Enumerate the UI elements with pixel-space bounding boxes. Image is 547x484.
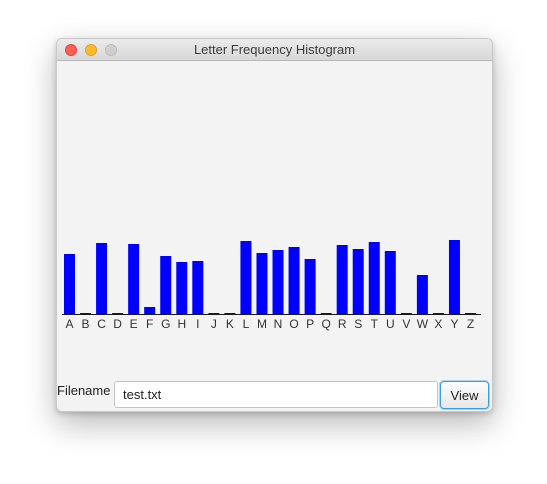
bar-e [128, 244, 140, 314]
x-tick-label-z: Z [467, 317, 474, 331]
x-tick-label-m: M [257, 317, 267, 331]
x-tick-label-b: B [82, 317, 90, 331]
bar-u [384, 251, 396, 314]
window-title: Letter Frequency Histogram [193, 42, 356, 57]
x-tick-label-u: U [386, 317, 395, 331]
x-tick-label-y: Y [450, 317, 458, 331]
x-tick-label-a: A [65, 317, 73, 331]
filename-label: Filename [57, 383, 111, 398]
x-tick-label-x: X [434, 317, 442, 331]
bar-l [240, 241, 252, 314]
bar-a [64, 254, 75, 314]
x-tick-label-l: L [243, 317, 250, 331]
bar-o [288, 247, 300, 314]
x-tick-label-q: Q [321, 317, 330, 331]
bar-f [144, 307, 156, 314]
x-tick-label-h: H [177, 317, 186, 331]
bar-v [400, 313, 412, 314]
bar-n [272, 250, 284, 314]
x-tick-label-s: S [354, 317, 362, 331]
x-tick-label-r: R [338, 317, 347, 331]
zoom-window-button[interactable] [105, 44, 117, 56]
bar-s [352, 249, 364, 314]
x-tick-label-g: G [161, 317, 170, 331]
bar-y [448, 240, 460, 314]
bar-t [368, 242, 380, 314]
x-tick-label-p: P [306, 317, 314, 331]
x-tick-label-j: J [211, 317, 217, 331]
x-tick-label-f: F [146, 317, 153, 331]
bar-b [80, 313, 92, 314]
view-button[interactable]: View [440, 381, 489, 409]
bar-q [320, 313, 332, 314]
x-tick-label-i: I [196, 317, 199, 331]
filename-input[interactable] [114, 381, 438, 408]
bar-p [304, 259, 316, 314]
bar-w [416, 275, 428, 314]
bar-c [96, 243, 108, 314]
x-tick-label-w: W [417, 317, 429, 331]
bar-h [176, 262, 188, 314]
bar-j [208, 313, 220, 314]
close-window-button[interactable] [65, 44, 77, 56]
bar-i [192, 261, 204, 314]
x-tick-label-t: T [371, 317, 379, 331]
bar-d [112, 313, 124, 314]
x-tick-label-o: O [289, 317, 298, 331]
bar-m [256, 253, 268, 314]
title-bar: Letter Frequency Histogram [57, 39, 492, 61]
x-tick-label-d: D [113, 317, 122, 331]
x-tick-label-v: V [402, 317, 410, 331]
x-tick-label-k: K [226, 317, 234, 331]
x-tick-label-n: N [274, 317, 283, 331]
bar-k [224, 313, 236, 314]
bar-z [465, 313, 476, 314]
bar-g [160, 256, 172, 314]
x-tick-label-e: E [130, 317, 138, 331]
minimize-window-button[interactable] [85, 44, 97, 56]
x-tick-label-c: C [97, 317, 106, 331]
bar-x [432, 313, 444, 314]
bar-r [336, 245, 348, 314]
